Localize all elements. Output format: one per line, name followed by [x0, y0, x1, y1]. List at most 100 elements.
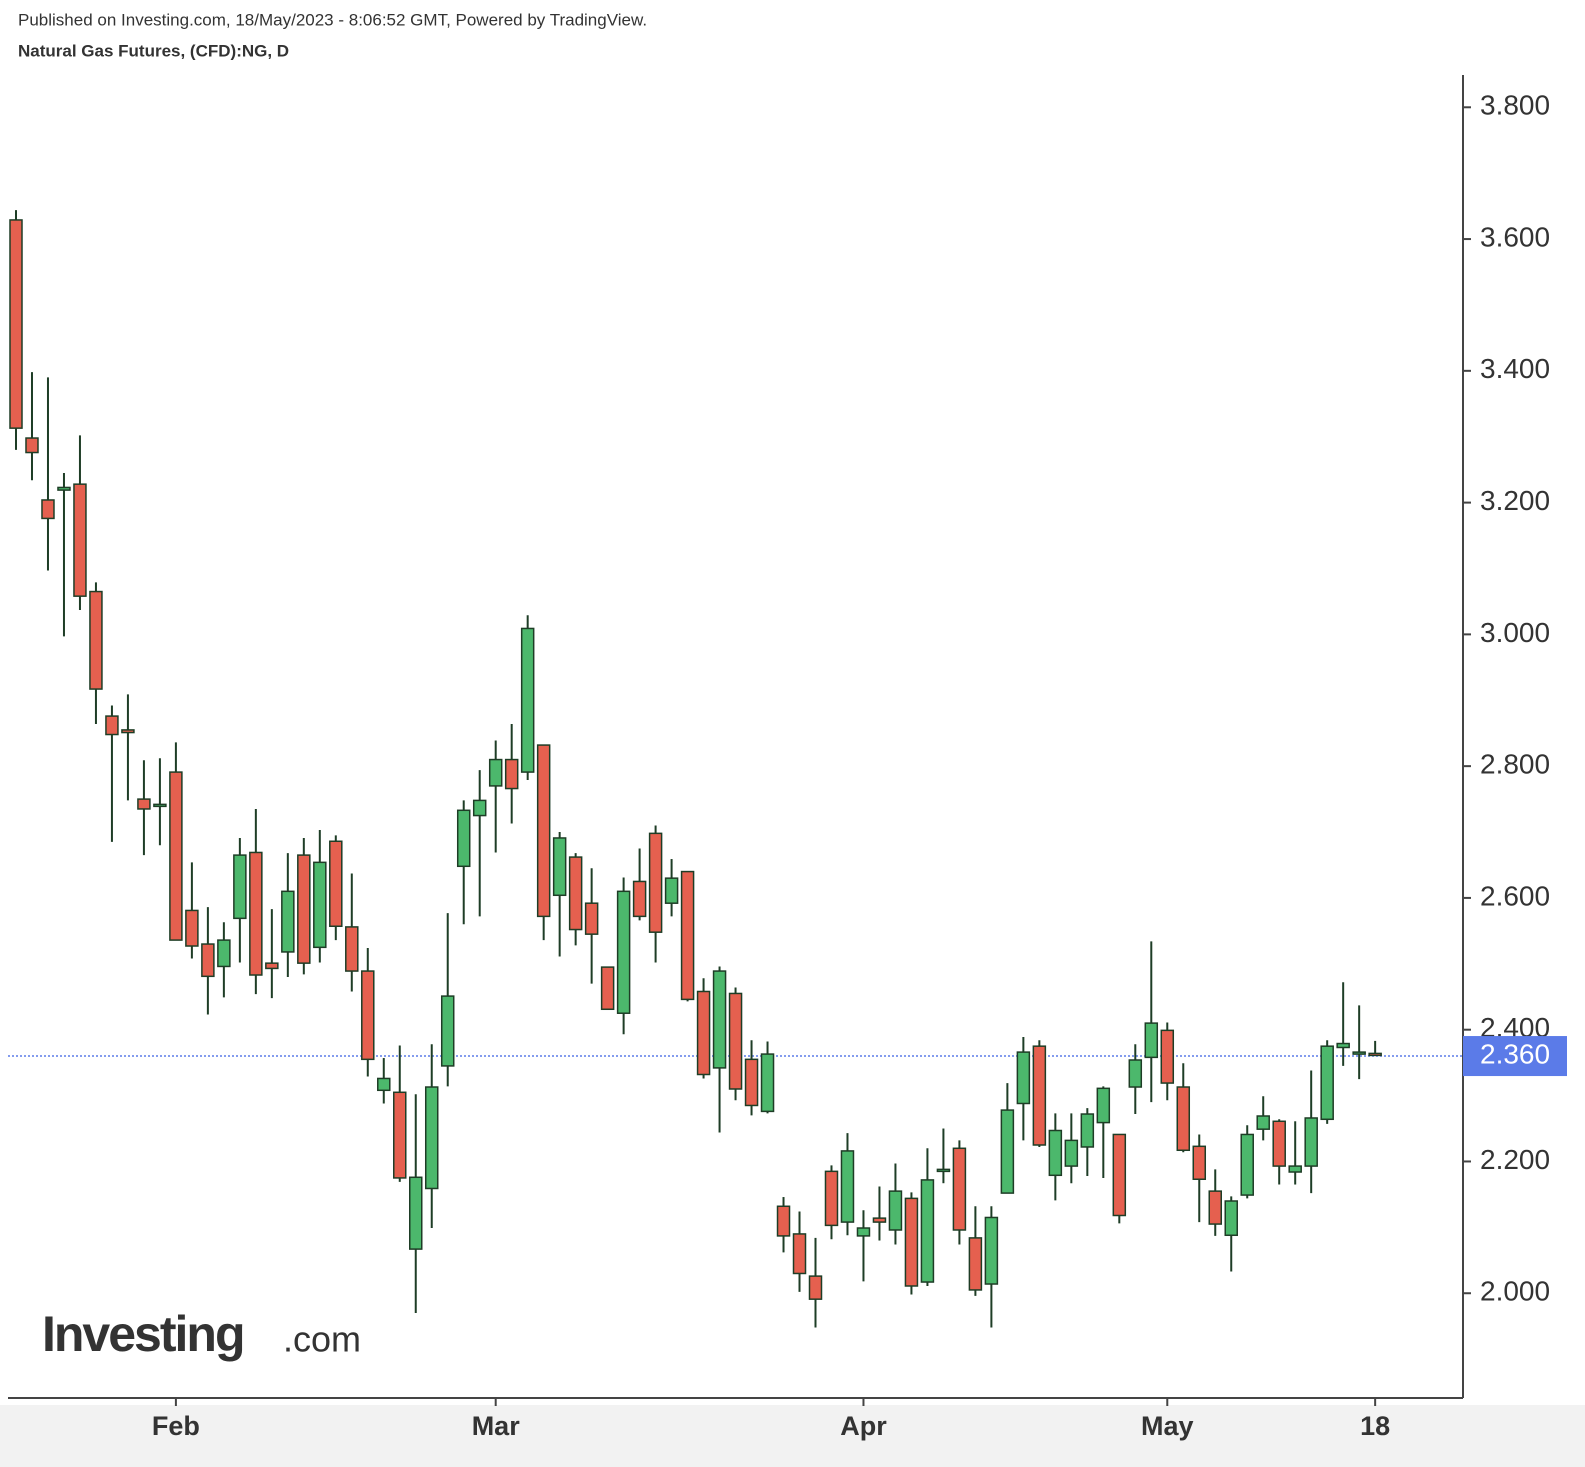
candle-body: [456, 809, 471, 868]
y-tick-label: 2.200: [1480, 1144, 1550, 1175]
candle-body: [1336, 1042, 1350, 1049]
candle-body: [25, 437, 39, 454]
last-price-box: [1463, 1036, 1567, 1077]
candle-body: [808, 1275, 823, 1300]
candle-body: [792, 1233, 807, 1275]
candle-body: [1000, 1109, 1015, 1194]
candle-body: [105, 715, 119, 736]
y-tick-label: 3.200: [1480, 485, 1550, 516]
candle-body: [217, 939, 231, 968]
candle-body: [632, 880, 647, 918]
candle-body: [249, 851, 263, 976]
candle-body: [313, 861, 327, 949]
candle-body: [1048, 1129, 1063, 1177]
candle-body: [872, 1217, 887, 1223]
candle-body: [952, 1147, 967, 1231]
candle-body: [1224, 1200, 1238, 1237]
candle-body: [616, 890, 631, 1014]
candle-body: [824, 1170, 839, 1227]
candle-body: [888, 1190, 903, 1231]
candle-body: [1352, 1051, 1366, 1055]
candle-body: [1160, 1029, 1175, 1084]
candle-body: [648, 832, 663, 933]
candle-body: [1208, 1190, 1222, 1225]
y-tick-label: 3.800: [1480, 90, 1550, 121]
candle-body: [1064, 1139, 1079, 1167]
candle-body: [536, 744, 551, 918]
candle-body: [1304, 1117, 1318, 1167]
candle-body: [201, 943, 215, 978]
candle-body: [169, 771, 183, 941]
footer-band: [0, 1405, 1585, 1467]
candle-body: [409, 1176, 423, 1250]
candle-body: [41, 499, 55, 520]
candle-body: [1144, 1022, 1159, 1059]
candle-body: [664, 877, 679, 904]
candle-body: [776, 1205, 791, 1237]
candle-body: [89, 590, 103, 690]
candle-body: [137, 798, 151, 810]
candle-body: [1320, 1045, 1334, 1121]
candle-body: [1288, 1165, 1302, 1173]
y-tick-label: 2.800: [1480, 749, 1550, 780]
candle-body: [728, 992, 743, 1090]
candle-body: [361, 970, 375, 1061]
candle-body: [696, 990, 711, 1076]
candle-body: [1192, 1145, 1207, 1181]
x-tick-label: Feb: [152, 1411, 200, 1441]
candle-body: [584, 902, 599, 935]
candle-body: [760, 1053, 775, 1113]
candle-body: [1112, 1133, 1127, 1217]
candle-body: [377, 1077, 391, 1092]
candle-body: [568, 856, 583, 931]
candle-body: [1256, 1115, 1270, 1130]
candle-body: [329, 840, 343, 928]
candle-body: [1128, 1059, 1143, 1088]
logo-suffix: .com: [283, 1319, 361, 1360]
candle-body: [1016, 1051, 1031, 1105]
candle-body: [281, 890, 295, 953]
y-tick-label: 2.600: [1480, 880, 1550, 911]
x-tick-label: 18: [1360, 1411, 1390, 1441]
candle-body: [1080, 1113, 1095, 1148]
candle-body: [185, 909, 199, 947]
candle-body: [472, 799, 487, 817]
chart-title: Natural Gas Futures, (CFD):NG, D: [18, 41, 289, 60]
candle-body: [73, 483, 87, 597]
candle-body: [520, 627, 535, 773]
candle-body: [153, 803, 167, 808]
y-tick-label: 2.000: [1480, 1276, 1550, 1307]
candle-body: [936, 1168, 951, 1173]
x-tick-label: May: [1141, 1411, 1194, 1441]
candle-body: [424, 1086, 439, 1190]
candle-body: [904, 1197, 919, 1287]
candle-body: [920, 1179, 935, 1283]
x-tick-label: Mar: [472, 1411, 521, 1441]
candle-body: [297, 854, 311, 964]
candle-body: [57, 486, 71, 491]
candle-body: [856, 1227, 871, 1237]
candle-body: [504, 758, 519, 790]
candle-body: [1272, 1120, 1286, 1167]
candle-body: [600, 966, 615, 1011]
logo-brand: Investing: [42, 1306, 243, 1362]
candle-body: [968, 1237, 983, 1291]
candle-body: [265, 962, 279, 970]
last-price-label: 2.360: [1480, 1038, 1550, 1069]
subtitle: Published on Investing.com, 18/May/2023 …: [18, 10, 647, 29]
candle-body: [840, 1150, 855, 1223]
candle-body: [488, 758, 503, 787]
candle-body: [744, 1058, 759, 1107]
candle-body: [9, 219, 23, 429]
candle-body: [680, 870, 695, 1001]
candle-body: [1240, 1133, 1254, 1196]
y-tick-label: 3.600: [1480, 221, 1550, 252]
y-tick-label: 3.400: [1480, 353, 1550, 384]
candle-body: [345, 926, 359, 972]
candle-body: [1368, 1052, 1382, 1057]
candle-body: [121, 729, 135, 734]
candle-body: [393, 1091, 407, 1179]
candle-body: [233, 854, 247, 920]
candle-body: [1096, 1087, 1111, 1124]
